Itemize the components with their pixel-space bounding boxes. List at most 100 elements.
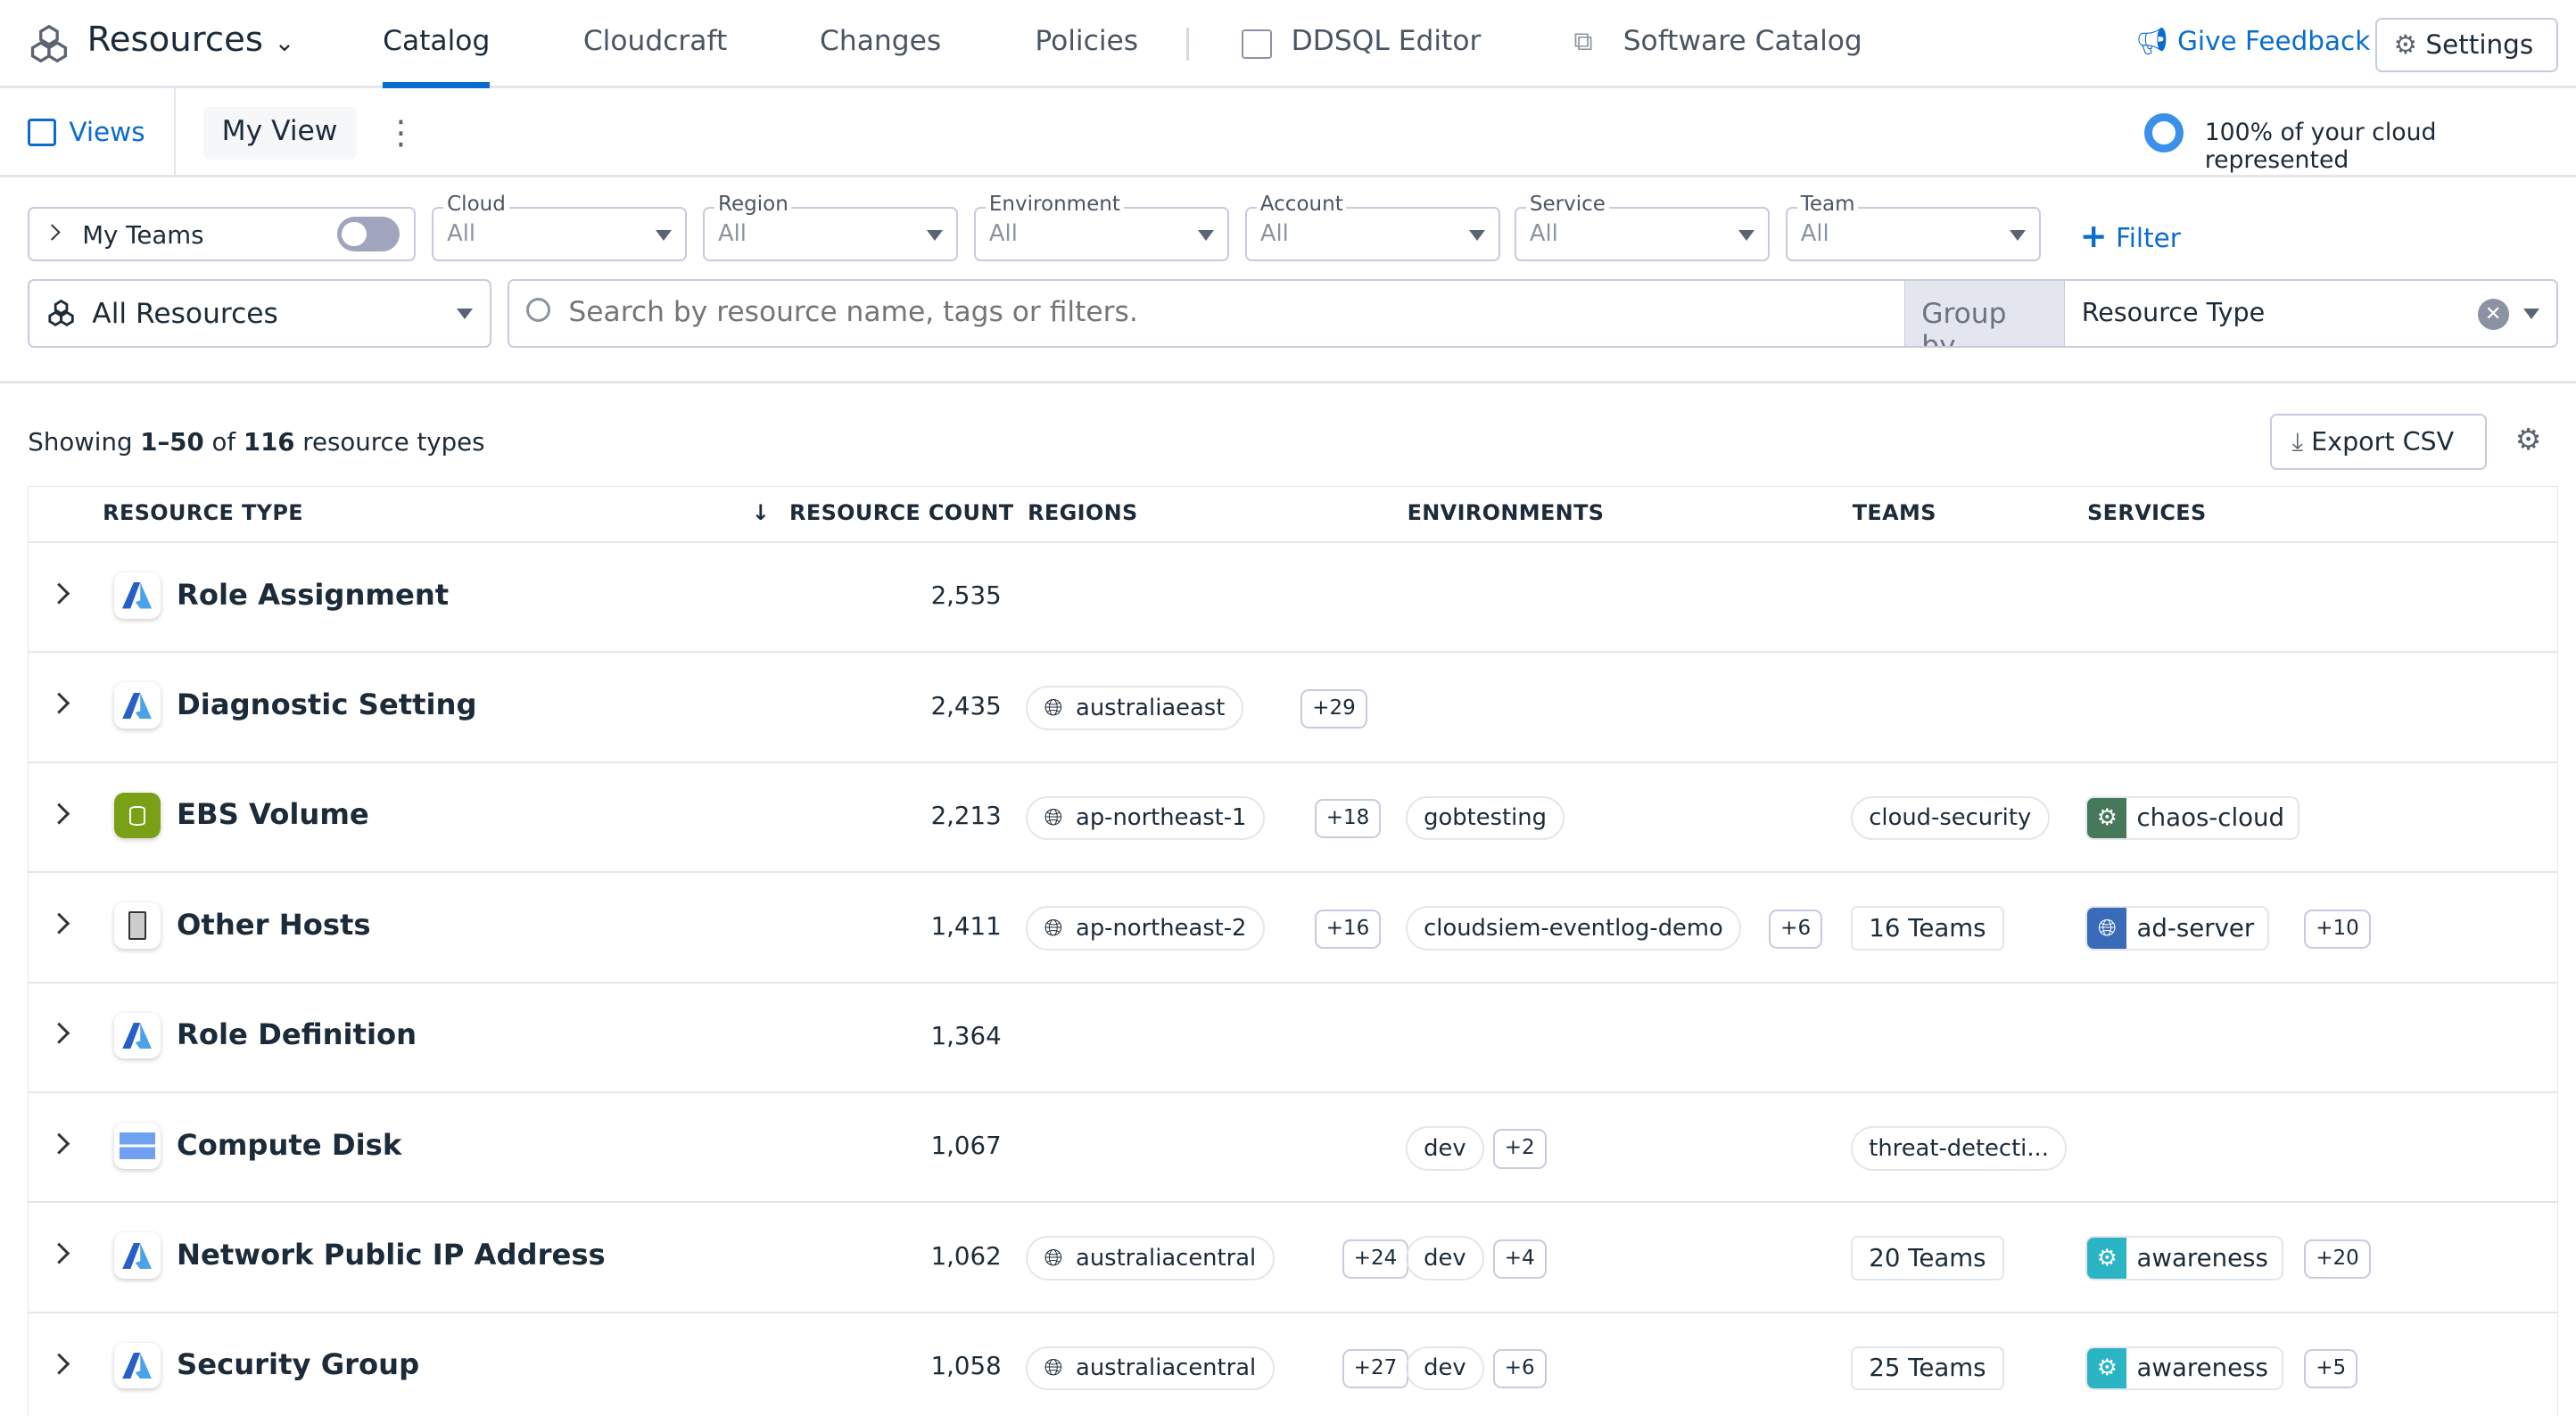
environment-chip[interactable]: cloudsiem-eventlog-demo — [1405, 905, 1742, 951]
search-input[interactable] — [568, 287, 1883, 337]
software-catalog-icon: ⧉ — [1573, 26, 1593, 57]
environment-more-badge[interactable]: +6 — [1492, 1349, 1547, 1389]
column-header-resource-count[interactable]: RESOURCE COUNT — [789, 499, 1014, 525]
expand-chevron-icon[interactable] — [48, 912, 70, 934]
region-more-badge[interactable]: +29 — [1300, 688, 1367, 729]
cloud-filter-select[interactable]: Cloud All — [432, 192, 687, 261]
tab-software-catalog[interactable]: Software Catalog — [1622, 24, 1862, 57]
resource-type-name[interactable]: Role Definition — [177, 1017, 417, 1052]
team-filter-select[interactable]: Team All — [1786, 192, 2041, 261]
team-chip[interactable]: threat-detecti... — [1850, 1125, 2068, 1171]
table-row[interactable]: Diagnostic Setting 2,435 🌐︎ australiaeast +… — [29, 651, 2557, 761]
environment-more-badge[interactable]: +6 — [1769, 909, 1823, 949]
table-row[interactable]: EBS Volume 2,213 🌐︎ ap-northeast-1 +18 gobte… — [29, 761, 2557, 871]
service-chip[interactable]: ⚙ awareness — [2085, 1236, 2283, 1280]
table-row[interactable]: Network Public IP Address 1,062 🌐︎ austral… — [29, 1201, 2557, 1311]
team-chip[interactable]: 20 Teams — [1850, 1236, 2004, 1280]
resource-type-name[interactable]: EBS Volume — [177, 797, 369, 832]
column-header-services[interactable]: SERVICES — [2087, 499, 2207, 525]
environment-more-badge[interactable]: +2 — [1492, 1129, 1547, 1169]
table-row[interactable]: Role Definition 1,364 — [29, 981, 2557, 1091]
table-row[interactable]: Security Group 1,058 🌐︎ australiacentral +2… — [29, 1311, 2557, 1416]
resource-type-name[interactable]: Compute Disk — [177, 1127, 402, 1162]
resource-type-name[interactable]: Other Hosts — [177, 907, 371, 942]
service-chip[interactable]: 🌐︎ ad-server — [2085, 905, 2270, 951]
expand-chevron-icon[interactable] — [48, 1022, 70, 1044]
kebab-menu-icon[interactable]: ⋮ — [384, 113, 417, 152]
tab-cloudcraft[interactable]: Cloudcraft — [582, 24, 728, 57]
table-row[interactable]: Other Hosts 1,411 🌐︎ ap-northeast-2 +16 clou… — [29, 871, 2557, 981]
expand-chevron-icon[interactable] — [48, 1242, 70, 1264]
ddsql-editor-icon — [1242, 29, 1272, 60]
settings-button[interactable]: ⚙ Settings — [2375, 18, 2558, 73]
tab-ddsql-editor[interactable]: DDSQL Editor — [1291, 24, 1482, 57]
region-more-badge[interactable]: +16 — [1314, 909, 1382, 949]
sort-desc-arrow-icon[interactable]: ↓ — [751, 499, 771, 525]
column-header-environments[interactable]: ENVIRONMENTS — [1407, 499, 1605, 525]
group-by-value[interactable]: Resource Type — [2081, 297, 2266, 327]
team-chip[interactable]: 16 Teams — [1850, 905, 2004, 951]
team-chip[interactable]: 25 Teams — [1850, 1346, 2004, 1391]
column-header-teams[interactable]: TEAMS — [1852, 499, 1936, 525]
my-teams-toggle-box[interactable]: My Teams — [28, 207, 416, 261]
table-row[interactable]: Role Assignment 2,535 — [29, 540, 2557, 651]
service-more-badge[interactable]: +20 — [2304, 1239, 2371, 1280]
region-chip[interactable]: 🌐︎ australiacentral — [1026, 1236, 1275, 1280]
region-chip[interactable]: 🌐︎ ap-northeast-2 — [1026, 905, 1265, 951]
export-csv-label: Export CSV — [2311, 427, 2455, 457]
resource-type-name[interactable]: Role Assignment — [177, 577, 450, 612]
resource-count: 2,213 — [930, 801, 1002, 831]
environment-chip[interactable]: dev — [1405, 1346, 1484, 1391]
export-csv-button[interactable]: ⤓ Export CSV — [2270, 414, 2488, 470]
environment-chip[interactable]: dev — [1405, 1236, 1484, 1280]
region-more-badge[interactable]: +27 — [1342, 1349, 1409, 1389]
resource-type-name[interactable]: Security Group — [177, 1347, 420, 1382]
product-switcher[interactable]: Resources ⌄ — [87, 20, 295, 60]
service-chip[interactable]: ⚙ chaos-cloud — [2085, 795, 2299, 841]
tab-catalog[interactable]: Catalog — [383, 24, 491, 57]
region-filter-select[interactable]: Region All — [703, 192, 958, 261]
service-filter-select[interactable]: Service All — [1515, 192, 1770, 261]
expand-chevron-icon[interactable] — [48, 1353, 70, 1374]
tab-policies[interactable]: Policies — [1035, 24, 1139, 57]
expand-chevron-icon[interactable] — [48, 1132, 70, 1154]
region-chip[interactable]: 🌐︎ australiacentral — [1026, 1346, 1275, 1391]
my-teams-switch[interactable] — [336, 217, 400, 251]
expand-chevron-icon[interactable] — [48, 803, 70, 824]
expand-chevron-icon[interactable] — [48, 582, 70, 604]
top-nav: Resources ⌄ Catalog Cloudcraft Changes P… — [0, 0, 2576, 89]
give-feedback-button[interactable]: 📢︎ Give Feedback — [2135, 26, 2370, 57]
tab-changes[interactable]: Changes — [820, 24, 942, 57]
environment-filter-select[interactable]: Environment All — [974, 192, 1229, 261]
region-more-badge[interactable]: +24 — [1342, 1239, 1409, 1280]
current-view-button[interactable]: My View — [203, 106, 357, 160]
table-settings-gear-icon[interactable]: ⚙ — [2514, 422, 2542, 457]
globe-icon: 🌐︎ — [2087, 907, 2127, 949]
service-more-badge[interactable]: +10 — [2304, 909, 2371, 949]
region-more-badge[interactable]: +18 — [1314, 799, 1382, 839]
resource-type-name[interactable]: Diagnostic Setting — [177, 687, 477, 722]
region-chip[interactable]: 🌐︎ australiaeast — [1026, 686, 1243, 730]
chevron-right-icon — [44, 224, 61, 241]
service-more-badge[interactable]: +5 — [2304, 1349, 2358, 1389]
column-header-resource-type[interactable]: RESOURCE TYPE — [103, 499, 304, 525]
clear-group-by-icon[interactable]: ✕ — [2477, 299, 2509, 331]
environment-chip[interactable]: dev — [1405, 1125, 1484, 1171]
team-chip[interactable]: cloud-security — [1850, 795, 2050, 841]
account-filter-select[interactable]: Account All — [1245, 192, 1500, 261]
nav-divider — [1185, 28, 1190, 62]
region-chip[interactable]: 🌐︎ ap-northeast-1 — [1026, 795, 1265, 841]
views-button[interactable]: Views — [69, 116, 145, 147]
expand-chevron-icon[interactable] — [48, 692, 70, 714]
gears-icon: ⚙ — [2087, 1347, 2127, 1389]
caret-down-icon — [457, 309, 474, 319]
service-chip[interactable]: ⚙ awareness — [2085, 1346, 2283, 1391]
environment-more-badge[interactable]: +4 — [1492, 1239, 1547, 1280]
resource-scope-select[interactable]: All Resources — [28, 279, 491, 349]
environment-chip[interactable]: gobtesting — [1405, 795, 1565, 841]
table-row[interactable]: Compute Disk 1,067 dev +2 threat-detecti... — [29, 1091, 2557, 1201]
add-filter-button[interactable]: + Filter — [2080, 217, 2181, 255]
resource-type-name[interactable]: Network Public IP Address — [177, 1238, 606, 1272]
column-header-regions[interactable]: REGIONS — [1028, 499, 1138, 525]
caret-down-icon[interactable] — [2523, 309, 2540, 319]
